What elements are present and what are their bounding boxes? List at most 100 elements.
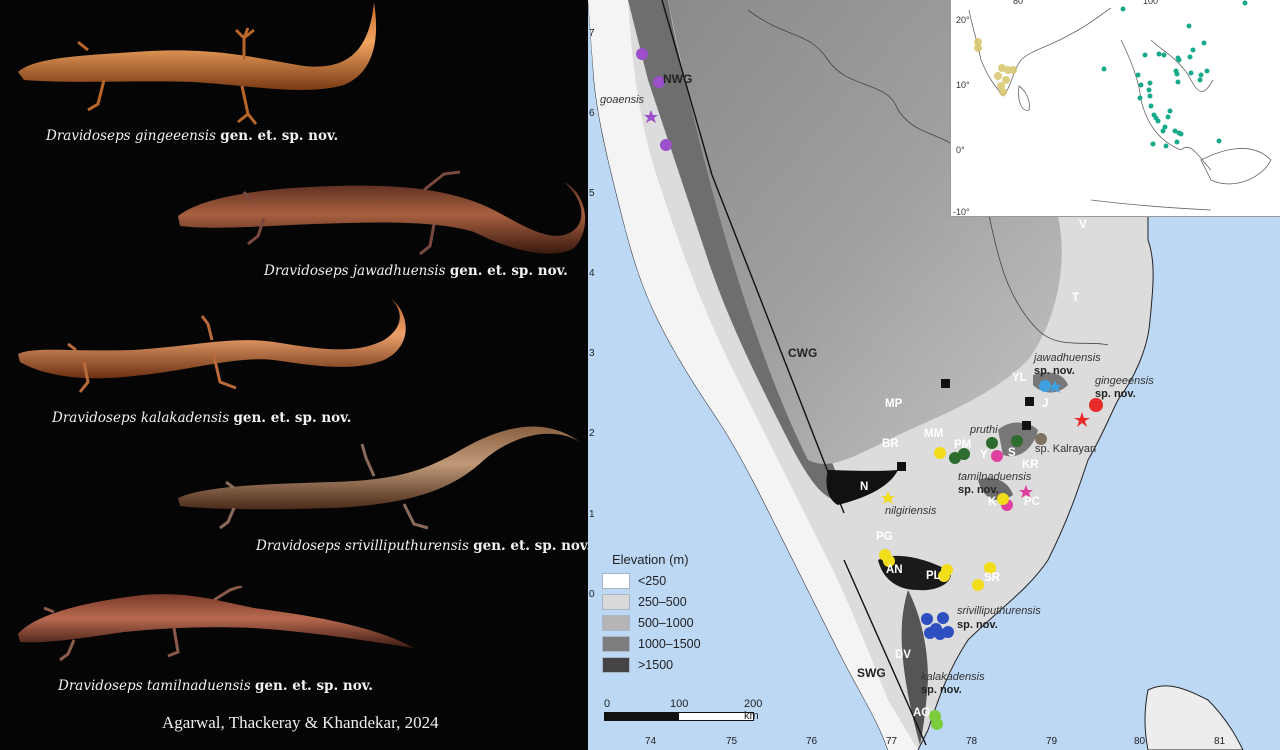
- legend-swatch: [602, 594, 630, 610]
- caption-tamilnaduensis: Dravidoseps tamilnaduensis gen. et. sp. …: [58, 678, 373, 694]
- species-label-tamilnaduensis: tamilnaduensis: [958, 471, 1032, 483]
- species-label-srivilliputhurensis: srivilliputhurensis: [957, 605, 1041, 617]
- legend-swatch: [602, 615, 630, 631]
- species-label-kalakadensis: kalakadensis: [921, 671, 985, 683]
- region-label-cwg: CWG: [788, 346, 818, 360]
- cwg-boundary-line: [711, 174, 845, 514]
- locality-label-br: BR: [882, 438, 899, 450]
- species-label-nilgiriensis: nilgiriensis: [885, 505, 937, 517]
- lizard-photo-tamilnaduensis: [18, 586, 414, 662]
- lon-tick: 76: [806, 736, 818, 747]
- kalrayan-marker: [1035, 433, 1047, 445]
- pruthi-markers: [949, 435, 1023, 464]
- lizard-photo-srivilliputhurensis: [178, 426, 580, 530]
- locality-label-t: T: [1072, 292, 1080, 304]
- legend-swatch: [602, 636, 630, 652]
- inset-lat-tick: 0°: [956, 145, 965, 155]
- india-records: [974, 38, 1017, 96]
- srivilliputhurensis-markers: [921, 612, 954, 640]
- se-asia-records: [1101, 0, 1248, 149]
- distribution-map: 7 6 5 4 3 2 1 0 74 75 76 77 78 79 80 81 …: [588, 0, 1280, 750]
- scale-end: 200 km: [744, 698, 763, 722]
- inset-lat-tick: 10°: [956, 80, 970, 90]
- locality-label-pg: PG: [876, 531, 893, 543]
- species-status-tamilnaduensis: sp. nov.: [958, 484, 999, 496]
- scale-mid: 100: [670, 698, 689, 710]
- lon-tick: 81: [1214, 736, 1226, 747]
- caption-jawadhuensis: Dravidoseps jawadhuensis gen. et. sp. no…: [264, 263, 568, 279]
- legend-label: 1000–1500: [638, 637, 701, 651]
- locality-label-yl: YL: [1012, 372, 1027, 384]
- locality-label-an: AN: [886, 564, 903, 576]
- inset-lon-tick: 80: [1013, 0, 1024, 6]
- other-locality-markers: [897, 379, 1034, 471]
- caption-srivilliputhurensis: Dravidoseps srivilliputhurensis gen. et.…: [256, 538, 588, 554]
- inset-map-outline: [968, 0, 1272, 211]
- goaensis-markers: [636, 48, 672, 151]
- locality-label-mp: MP: [885, 398, 903, 410]
- legend-swatch: [602, 573, 630, 589]
- species-status-jawadhuensis: sp. nov.: [1034, 365, 1075, 377]
- legend-label: <250: [638, 574, 667, 588]
- lon-tick: 80: [1134, 736, 1146, 747]
- locality-label-s: S: [1008, 447, 1016, 459]
- lat-tick: 3: [589, 348, 595, 359]
- specimen-plate: Dravidoseps gingeeensis gen. et. sp. nov…: [0, 0, 588, 750]
- lon-tick: 78: [966, 736, 978, 747]
- caption-kalakadensis: Dravidoseps kalakadensis gen. et. sp. no…: [52, 410, 352, 426]
- locality-label-n: N: [860, 481, 869, 493]
- nilgiriensis-markers: [879, 447, 1009, 591]
- lizard-photo-jawadhuensis: [178, 170, 586, 256]
- swg-boundary-line: [843, 559, 927, 746]
- locality-label-pl: PL: [926, 570, 941, 582]
- lat-tick: 2: [589, 428, 595, 439]
- legend-swatch: [602, 657, 630, 673]
- species-status-gingeeensis: sp. nov.: [1095, 388, 1136, 400]
- elevation-legend: Elevation (m) <250 250–500 500–1000 1000…: [602, 552, 701, 676]
- lizard-photo-gingeeensis: [18, 2, 377, 125]
- scale-bar: 0 100 200 km: [604, 698, 762, 722]
- lat-tick: 0: [589, 589, 595, 600]
- legend-label: 250–500: [638, 595, 687, 609]
- locality-label-dv: DV: [895, 649, 911, 661]
- lat-tick: 4: [589, 268, 595, 279]
- caption-gingeeensis: Dravidoseps gingeeensis gen. et. sp. nov…: [46, 128, 339, 144]
- inset-map: 80 100 20° 10° 0° -10°: [950, 0, 1280, 217]
- locality-label-j: J: [1042, 398, 1049, 410]
- lon-tick: 75: [726, 736, 738, 747]
- locality-label-k: K: [988, 496, 997, 508]
- inset-lat-tick: -10°: [953, 207, 970, 217]
- legend-row: >1500: [602, 655, 701, 675]
- locality-label-kr: KR: [1022, 459, 1039, 471]
- legend-row: 1000–1500: [602, 634, 701, 654]
- locality-label-ag: AG: [913, 707, 931, 719]
- legend-label: 500–1000: [638, 616, 694, 630]
- species-label-kalrayan: sp. Kalrayan: [1035, 443, 1097, 455]
- locality-label-v: V: [1079, 219, 1087, 231]
- tamilnaduensis-markers: [991, 450, 1033, 511]
- lizard-photo-kalakadensis: [18, 298, 406, 393]
- locality-label-y: Y: [980, 449, 988, 461]
- locality-label-pc: PC: [1024, 496, 1040, 508]
- legend-row: 500–1000: [602, 613, 701, 633]
- nwg-boundary-line: [661, 0, 713, 176]
- region-label-nwg: NWG: [663, 72, 693, 86]
- locality-label-mm: MM: [924, 428, 944, 440]
- lat-tick: 1: [589, 509, 595, 520]
- lon-tick: 79: [1046, 736, 1058, 747]
- legend-row: 250–500: [602, 592, 701, 612]
- inset-lat-tick: 20°: [956, 15, 970, 25]
- inset-lon-tick: 100: [1143, 0, 1159, 6]
- jawadhuensis-markers: [1039, 380, 1062, 393]
- species-status-kalakadensis: sp. nov.: [921, 684, 962, 696]
- author-credit: Agarwal, Thackeray & Khandekar, 2024: [162, 713, 439, 732]
- lat-tick: 5: [589, 188, 595, 199]
- species-label-pruthi: pruthi: [970, 424, 998, 436]
- locality-label-sr: SR: [984, 572, 1000, 584]
- species-label-jawadhuensis: jawadhuensis: [1034, 352, 1101, 364]
- scale-zero: 0: [604, 698, 611, 710]
- lat-tick: 6: [589, 108, 595, 119]
- species-status-srivilliputhurensis: sp. nov.: [957, 619, 998, 631]
- lon-tick: 74: [645, 736, 657, 747]
- legend-title: Elevation (m): [612, 552, 689, 567]
